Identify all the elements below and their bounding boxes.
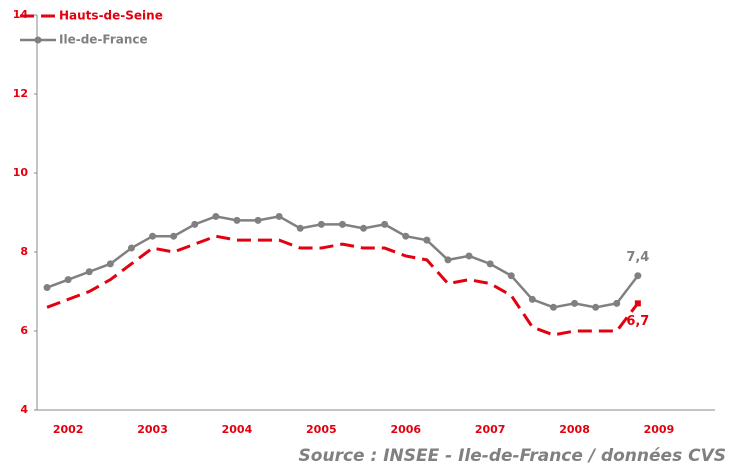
point [106, 260, 114, 268]
point [191, 220, 199, 228]
point [254, 216, 262, 224]
point [149, 232, 157, 240]
point [634, 272, 642, 280]
y-tick-label: 4 [20, 403, 28, 416]
point [127, 244, 135, 252]
x-tick-label: 2005 [306, 423, 337, 436]
point [296, 224, 304, 232]
data-label: 6,7 [626, 314, 649, 329]
legend-label: Ile-de-France [59, 33, 148, 47]
x-tick-label: 2006 [390, 423, 421, 436]
point [360, 224, 368, 232]
point [43, 284, 51, 292]
x-tick-label: 2002 [53, 423, 84, 436]
x-tick-label: 2003 [137, 423, 168, 436]
point [170, 232, 178, 240]
y-tick-label: 6 [20, 324, 28, 337]
point [275, 212, 283, 220]
x-tick-label: 2009 [644, 423, 675, 436]
point [338, 220, 346, 228]
point [212, 212, 220, 220]
legend-swatch-dot [34, 36, 42, 44]
point [444, 256, 452, 264]
y-tick-label: 8 [20, 245, 28, 258]
data-label: 7,4 [626, 250, 649, 265]
x-tick-label: 2004 [222, 423, 253, 436]
y-tick-label: 10 [13, 166, 29, 179]
source: Source : INSEE - Ile-de-France / données… [299, 446, 726, 466]
point [402, 232, 410, 240]
point [549, 303, 557, 311]
point [423, 236, 431, 244]
point [64, 276, 72, 284]
point [507, 272, 515, 280]
point [85, 268, 93, 276]
point [613, 299, 621, 307]
x-tick-label: 2008 [559, 423, 590, 436]
point [571, 299, 579, 307]
point [528, 295, 536, 303]
point [592, 303, 600, 311]
legend-label: Hauts-de-Seine [59, 9, 163, 23]
series-line [46, 234, 640, 337]
point [381, 220, 389, 228]
end-marker [634, 300, 641, 307]
point [486, 260, 494, 268]
point [317, 220, 325, 228]
y-tick-label: 12 [13, 87, 28, 100]
series-line [46, 215, 639, 309]
point [465, 252, 473, 260]
point [233, 216, 241, 224]
x-tick-label: 2007 [475, 423, 506, 436]
